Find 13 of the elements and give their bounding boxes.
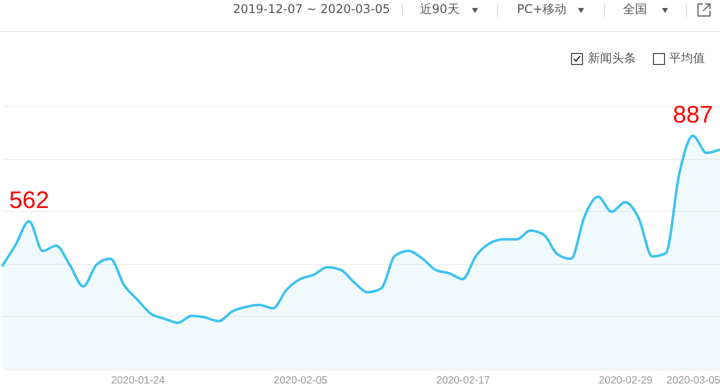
text: 全国 <box>623 1 647 17</box>
x-tick-label: 2020-02-29 <box>598 374 653 385</box>
text: 近90天 <box>420 1 460 17</box>
data-label: 562 <box>9 187 50 214</box>
text: 新闻头条 <box>588 50 636 66</box>
x-tick-label: 2020-02-17 <box>436 374 490 385</box>
x-tick-label: 2020-02-05 <box>274 374 328 385</box>
x-tick-label: 2020-01-24 <box>111 374 165 385</box>
text: PC+移动 <box>517 1 567 17</box>
text: 平均值 <box>669 50 705 66</box>
text: 2019-12-07 ~ 2020-03-05 <box>233 1 390 17</box>
data-label: 887 <box>672 102 713 129</box>
x-tick-label: 2020-03-05 <box>666 374 720 385</box>
